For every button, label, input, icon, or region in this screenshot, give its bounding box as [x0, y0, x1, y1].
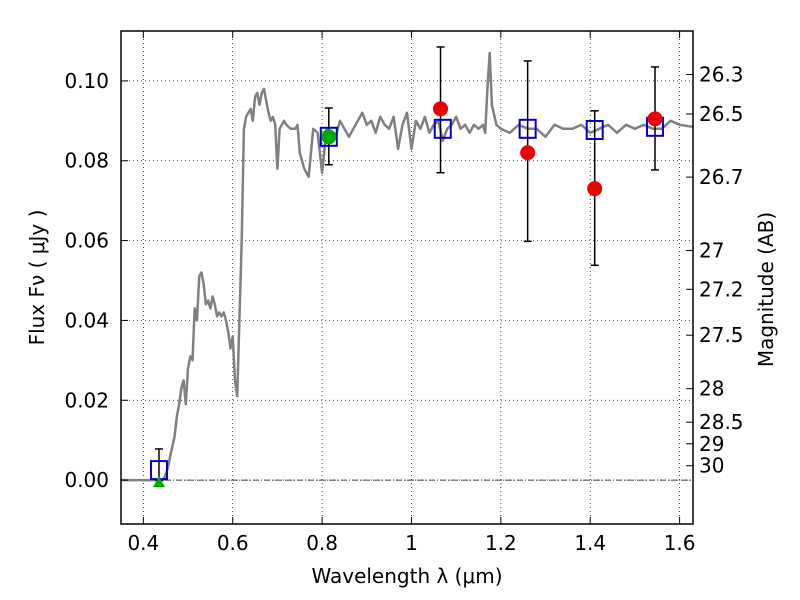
right-tick-label: 27	[699, 239, 724, 263]
x-tick-label: 1.6	[664, 531, 696, 555]
x-axis-title: Wavelength λ (μm)	[311, 564, 502, 588]
grid-layer	[121, 31, 693, 524]
x-tick-label: 1.2	[485, 531, 517, 555]
right-tick-label: 29	[699, 432, 724, 456]
ticks-layer: 0.4 0.6 0.8 1 1.2 1.4 1.6 0.00 0.02 0.04 0.06 0.08 0…	[64, 31, 744, 555]
observed-flux-point	[647, 111, 663, 127]
x-tick-label: 0.8	[306, 531, 338, 555]
right-tick-label: 26.7	[699, 165, 744, 189]
x-tick-label: 0.6	[217, 531, 249, 555]
model-photometry-point	[433, 118, 452, 139]
right-tick-label: 28.5	[699, 410, 744, 434]
plot-frame	[120, 30, 694, 525]
y-axis-title: Flux Fν ( μJy )	[25, 210, 49, 346]
right-tick-label: 27.2	[699, 277, 744, 301]
right-tick-label: 26.5	[699, 102, 744, 126]
observed-flux-point	[520, 145, 536, 161]
y-tick-label: 0.04	[64, 308, 109, 332]
x-tick-label: 1.4	[574, 531, 606, 555]
observed-flux-point	[433, 101, 449, 117]
right-tick-label: 26.3	[699, 63, 744, 87]
x-tick-label: 0.4	[127, 531, 159, 555]
model-photometry-point	[585, 119, 604, 140]
model-photometry-point	[319, 126, 338, 147]
observed-flux-point	[587, 181, 603, 197]
y-axis-title-right: Magnitude (AB)	[754, 212, 778, 367]
upper-limit-marker	[152, 476, 165, 488]
y-tick-label: 0.10	[64, 69, 109, 93]
x-tick-label: 1	[405, 531, 418, 555]
right-tick-label: 27.5	[699, 323, 744, 347]
model-photometry-point	[518, 118, 537, 139]
model-spectrum-line	[121, 51, 694, 482]
y-tick-label: 0.02	[64, 388, 109, 412]
right-tick-label: 30	[699, 454, 724, 478]
plot-layer	[121, 46, 694, 488]
observed-flux-point	[321, 129, 337, 145]
y-tick-label: 0.00	[64, 468, 109, 492]
y-tick-label: 0.06	[64, 229, 109, 253]
right-tick-label: 28	[699, 377, 724, 401]
y-tick-label: 0.08	[64, 149, 109, 173]
